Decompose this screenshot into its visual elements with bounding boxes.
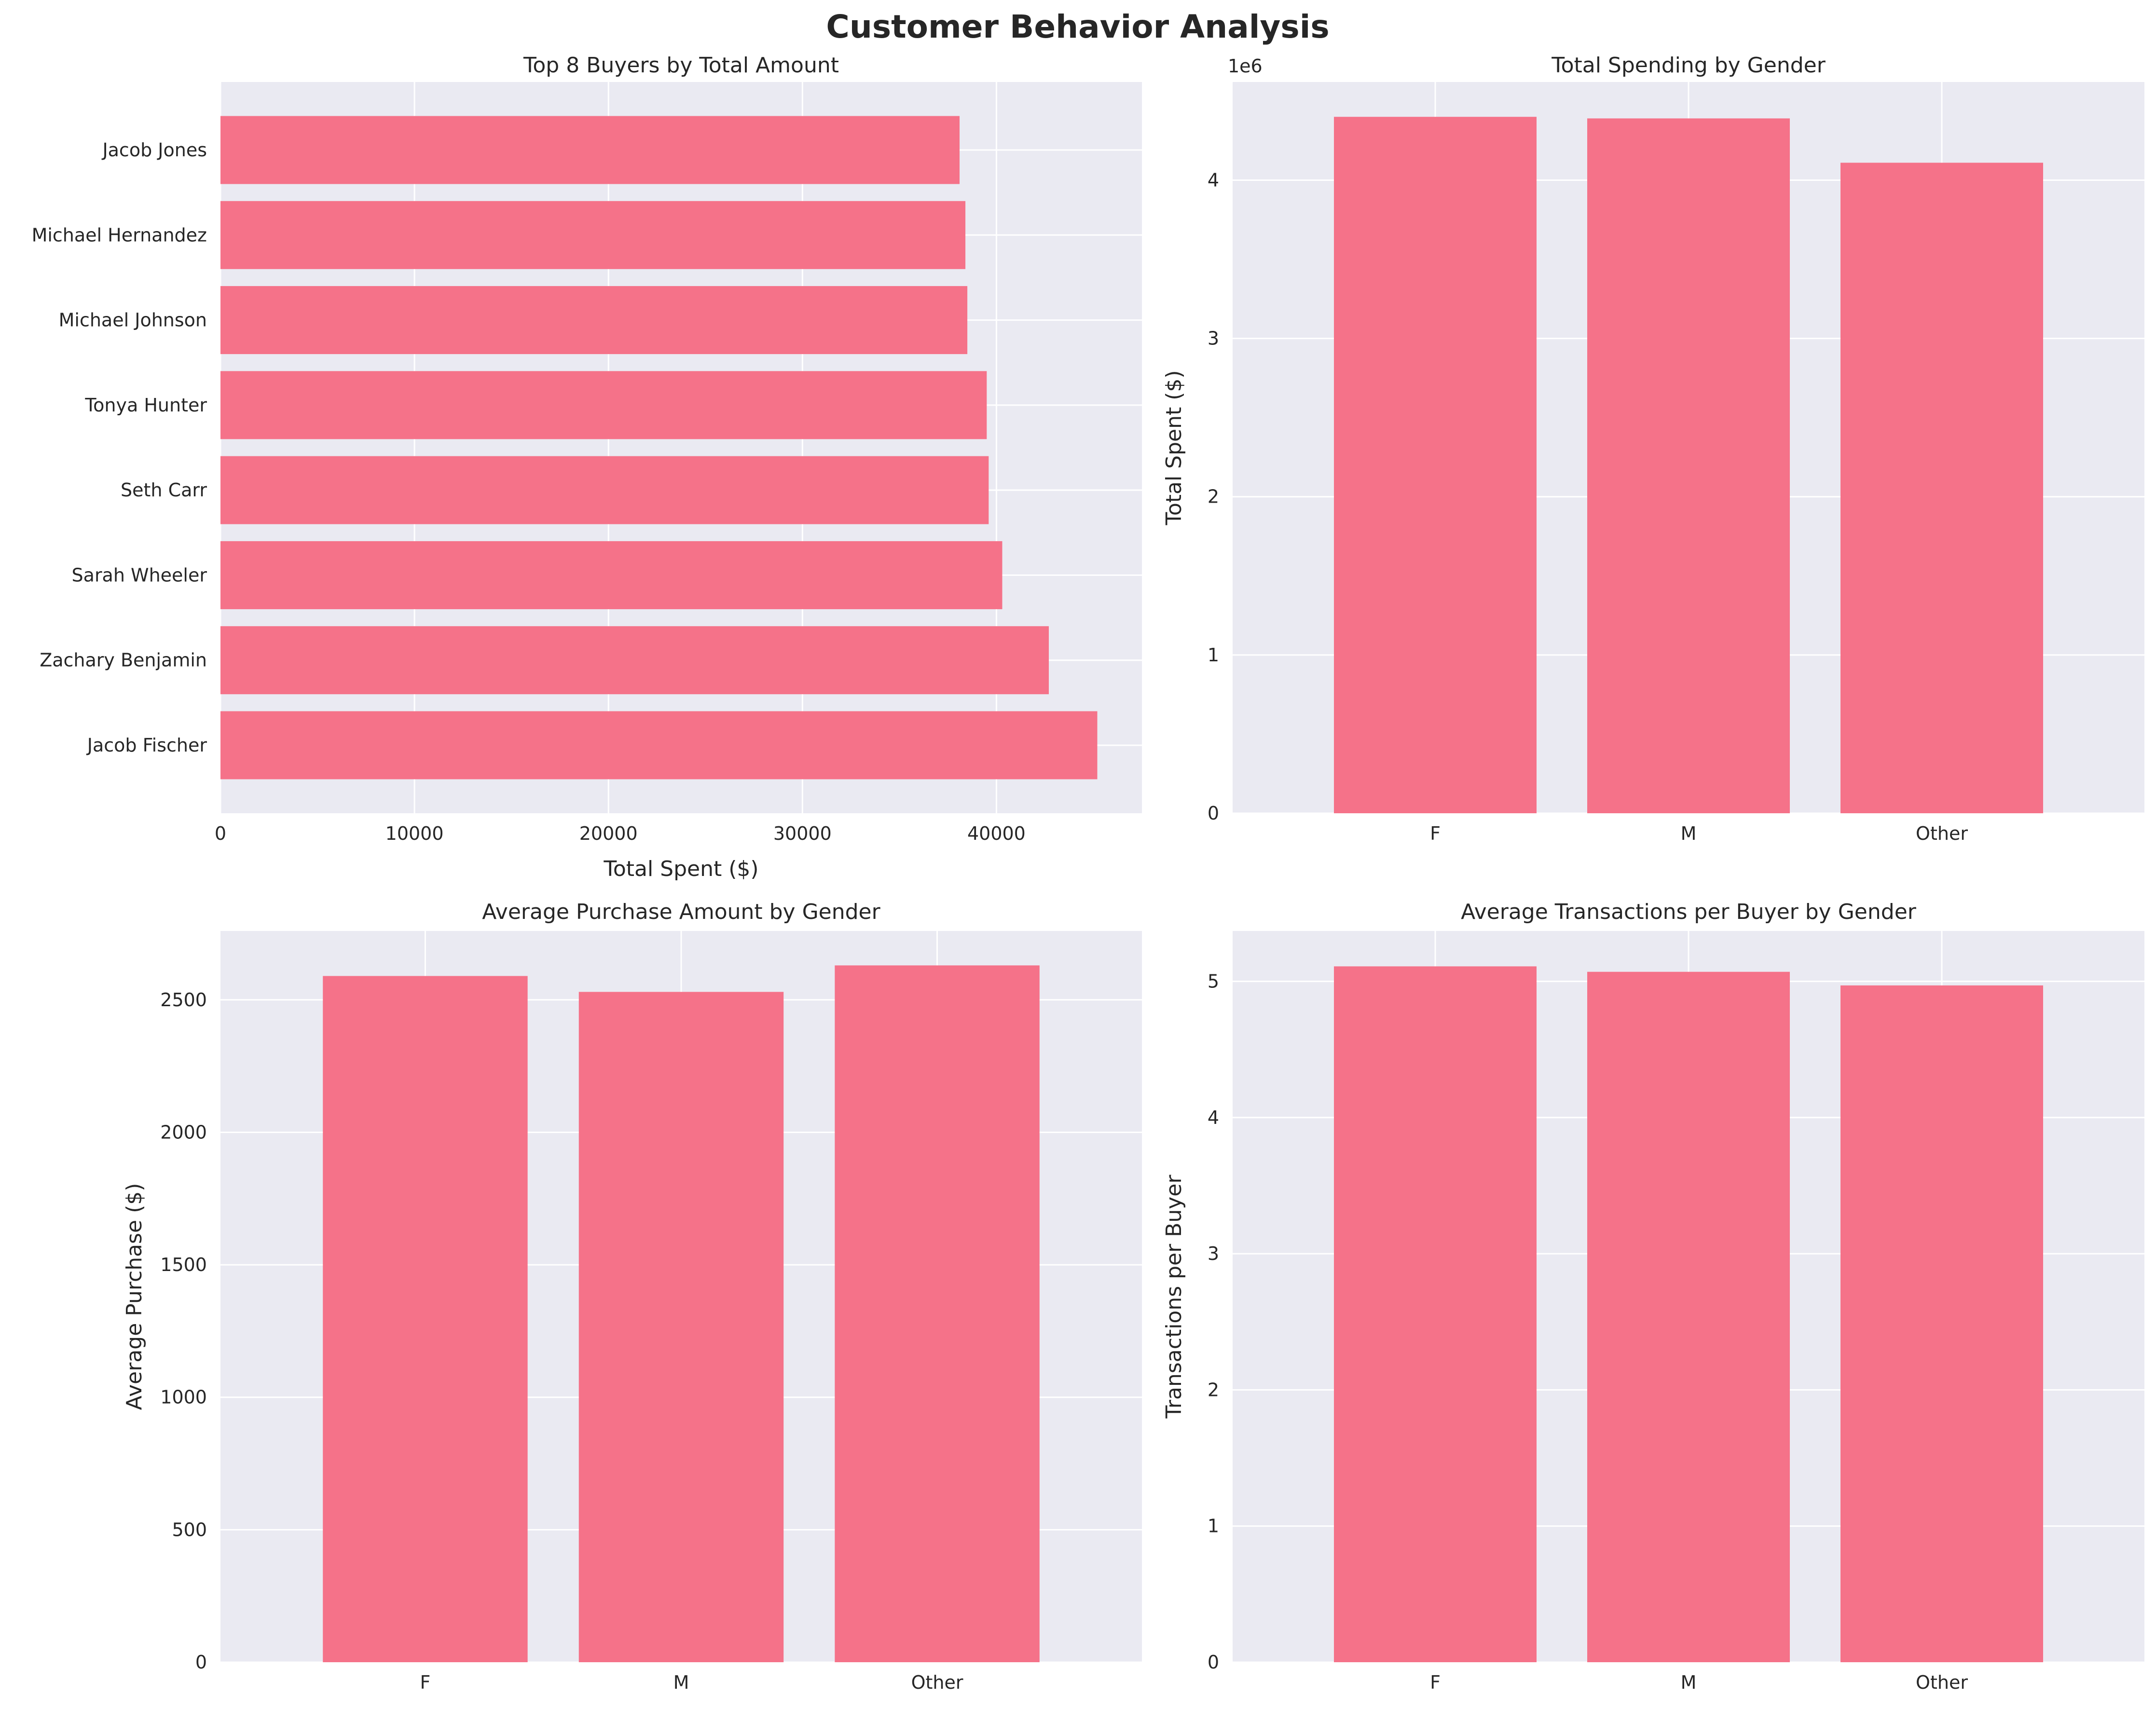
y-tick-label: 500 [172,1519,207,1540]
x-tick-label: M [673,1672,689,1693]
bar [220,711,1098,779]
y-tick-label: 2 [1208,486,1219,507]
y-tick-label: 1 [1208,644,1219,666]
bar [1334,966,1537,1662]
y-tick-label: 3 [1208,328,1219,349]
y-tick-label: 0 [195,1652,207,1673]
y-tick-label: Seth Carr [121,479,207,501]
y-tick-label: Zachary Benjamin [40,650,207,671]
bar [1840,163,2043,814]
x-tick-label: F [420,1672,431,1693]
bar [220,626,1049,695]
y-tick-label: Tonya Hunter [84,395,207,416]
x-tick-label: M [1681,823,1697,844]
y-tick-label: Jacob Jones [101,139,207,161]
x-axis-label: Total Spent ($) [603,857,758,881]
panel-total-spending: Total Spending by Gender Total Spent ($)… [1162,53,2144,844]
bar [835,965,1040,1662]
panel-average-purchase: Average Purchase Amount by Gender Averag… [122,900,1142,1693]
y-tick-label: Sarah Wheeler [72,564,207,586]
panel-average-transactions: Average Transactions per Buyer by Gender… [1162,900,2144,1693]
panel-top-buyers: Top 8 Buyers by Total Amount Total Spent… [32,53,1142,881]
bar [220,286,968,355]
y-tick-label: 4 [1208,169,1219,191]
y-tick-label: 1000 [160,1387,207,1408]
y-tick-label: 1 [1208,1516,1219,1537]
bar [1587,971,1790,1662]
y-tick-label: 2 [1208,1379,1219,1400]
y-axis-offset-label: 1e6 [1228,55,1263,77]
bar [1587,118,1790,813]
chart-title: Top 8 Buyers by Total Amount [523,53,839,78]
y-tick-label: 5 [1208,971,1219,992]
bar [220,116,960,184]
bar [220,456,989,524]
y-axis-label: Average Purchase ($) [122,1183,147,1410]
y-axis-label: Transactions per Buyer [1162,1175,1186,1419]
y-tick-label: 3 [1208,1243,1219,1264]
y-tick-label: 0 [1208,803,1219,824]
y-tick-label: Michael Johnson [59,310,207,331]
y-tick-label: 4 [1208,1107,1219,1128]
x-tick-label: 20000 [579,823,638,844]
figure-title: Customer Behavior Analysis [826,8,1329,45]
x-tick-label: 0 [215,823,226,844]
x-tick-label: 10000 [385,823,444,844]
x-tick-label: 30000 [773,823,832,844]
plot-area [220,82,1142,813]
x-tick-label: M [1681,1672,1697,1693]
x-tick-label: Other [1916,823,1968,844]
y-tick-label: 0 [1208,1652,1219,1673]
bar [323,976,528,1662]
x-tick-label: F [1430,1672,1441,1693]
chart-title: Average Transactions per Buyer by Gender [1461,900,1917,924]
y-tick-label: 1500 [160,1254,207,1275]
y-tick-label: 2500 [160,989,207,1011]
bar [1334,117,1537,814]
chart-title: Average Purchase Amount by Gender [482,900,880,924]
y-axis-label: Total Spent ($) [1162,370,1186,525]
bar [220,541,1002,609]
x-tick-label: 40000 [967,823,1026,844]
y-tick-label: Michael Hernandez [32,224,207,246]
x-tick-label: Other [1916,1672,1968,1693]
x-tick-label: F [1430,823,1441,844]
x-tick-label: Other [911,1672,963,1693]
bar [1840,985,2043,1662]
y-tick-label: Jacob Fischer [86,735,207,756]
bar [220,371,987,439]
bar [220,201,966,269]
chart-title: Total Spending by Gender [1551,53,1826,78]
bar [578,992,784,1662]
y-tick-label: 2000 [160,1121,207,1143]
